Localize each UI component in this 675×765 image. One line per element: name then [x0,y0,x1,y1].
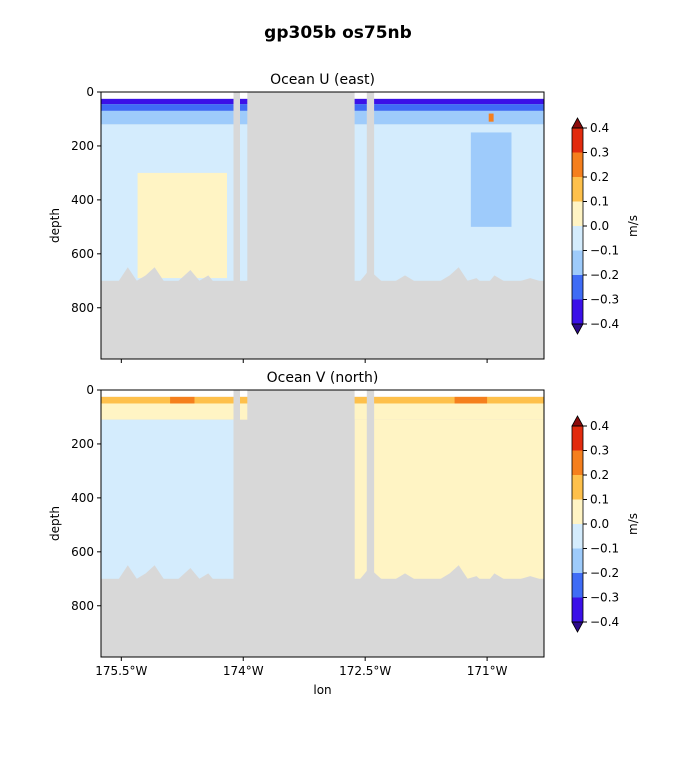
y-tick-label: 400 [71,491,94,505]
colorbar-tick-label: 0.2 [590,468,609,482]
colorbar-segment [572,524,583,549]
data-gap-3 [366,92,375,359]
colorbar-segment [572,128,583,153]
colorbar-segment [572,201,583,226]
axes-frame [100,91,545,360]
colorbar-under-arrow [571,621,584,633]
x-tick-label: 175.5°W [95,664,147,678]
colorbar-tick-label: −0.3 [590,293,619,307]
velocity-region-4 [354,419,544,579]
colorbar-segment [572,475,583,500]
colorbar-tick-label: 0.4 [590,121,609,135]
colorbar-tick-label: −0.2 [590,268,619,282]
colorbar-tick-label: −0.4 [590,615,619,629]
panel-1: Ocean U (east) 0 200 400 600 800 depth −0.4 −0.3… [48,72,640,363]
colorbar-tick-label: 0.0 [590,517,609,531]
colorbar-tick-label: −0.4 [590,317,619,331]
velocity-region-7 [488,113,494,122]
y-tick-label: 200 [71,437,94,451]
colorbar-tick-label: 0.3 [590,444,609,458]
colorbar-tick-label: −0.2 [590,566,619,580]
colorbar-tick-label: −0.1 [590,542,619,556]
colorbar-segment [572,548,583,573]
velocity-region-6 [470,132,512,227]
colorbar-over-arrow [571,117,584,129]
x-axis-label: lon [313,683,331,697]
colorbar-tick-label: 0.3 [590,146,609,160]
colorbar-tick-label: 0.4 [590,419,609,433]
colorbar-segment [572,275,583,300]
velocity-region-3 [101,419,236,579]
colorbar-segment [572,226,583,251]
data-gap-2 [247,92,355,359]
colorbar-tick-label: −0.1 [590,244,619,258]
y-tick-label: 0 [86,383,94,397]
colorbar-segment [572,152,583,177]
colorbar-tick-label: 0.1 [590,493,609,507]
colorbar-segment [572,499,583,524]
colorbar-tick-label: 0.2 [590,170,609,184]
y-tick-label: 800 [71,599,94,613]
axes-frame [100,389,545,658]
velocity-region-6 [454,396,488,404]
data-gap-2 [247,390,355,657]
panel-2: Ocean V (north) 0 200 400 600 800 depth 175.5°W… [48,370,640,697]
colorbar-under-arrow [571,323,584,335]
colorbar-over-arrow [571,415,584,427]
plot-area [101,390,544,657]
colorbar-segment [572,426,583,451]
colorbar-segment [572,597,583,622]
x-tick-label: 171°W [467,664,508,678]
panel-title: Ocean V (north) [267,370,379,386]
colorbar-tick-label: 0.1 [590,195,609,209]
figure-title: gp305b os75nb [264,23,412,43]
data-gap-3 [366,390,375,657]
colorbar-tick-label: −0.3 [590,591,619,605]
data-gap-1 [233,92,240,359]
x-tick-label: 174°W [223,664,264,678]
y-axis-label: depth [48,208,62,243]
colorbar: −0.4 −0.3 −0.2 −0.1 0.0 0.1 0.2 0.3 0.4 m/s [571,117,640,335]
colorbar-segment [572,177,583,202]
colorbar-tick-label: 0.0 [590,219,609,233]
colorbar-segment [572,450,583,475]
y-tick-label: 200 [71,139,94,153]
plot-area [101,92,544,359]
colorbar-label: m/s [626,513,640,535]
velocity-region-5 [137,172,227,279]
y-tick-label: 600 [71,247,94,261]
panel-title: Ocean U (east) [270,72,375,88]
y-tick-label: 400 [71,193,94,207]
colorbar-segment [572,573,583,598]
data-gap-1 [233,390,240,657]
y-axis-label: depth [48,506,62,541]
colorbar-segment [572,299,583,324]
y-tick-label: 800 [71,301,94,315]
colorbar-segment [572,250,583,275]
colorbar-label: m/s [626,215,640,237]
y-tick-label: 0 [86,85,94,99]
x-tick-label: 172.5°W [339,664,391,678]
y-tick-label: 600 [71,545,94,559]
colorbar: −0.4 −0.3 −0.2 −0.1 0.0 0.1 0.2 0.3 0.4 m/s [571,415,640,633]
velocity-region-5 [170,396,195,404]
